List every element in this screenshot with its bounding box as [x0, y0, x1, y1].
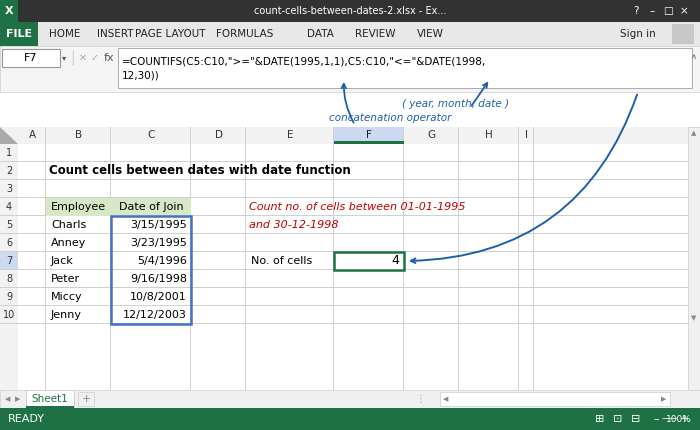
Text: ——: ——: [662, 415, 678, 424]
Text: □: □: [663, 6, 673, 16]
Text: Count no. of cells between 01-01-1995: Count no. of cells between 01-01-1995: [249, 202, 466, 212]
Text: Jack: Jack: [51, 256, 74, 266]
Text: B: B: [75, 130, 82, 141]
Text: 9: 9: [6, 292, 12, 302]
Text: 2: 2: [6, 166, 12, 176]
Text: ▼: ▼: [692, 315, 696, 321]
Text: Peter: Peter: [51, 274, 80, 284]
Text: C: C: [147, 130, 155, 141]
Text: ✕: ✕: [79, 53, 87, 63]
Text: 3: 3: [6, 184, 12, 194]
Text: and 30-12-1998: and 30-12-1998: [249, 220, 339, 230]
Text: INSERT: INSERT: [97, 29, 133, 39]
Text: Date of Join: Date of Join: [119, 202, 183, 212]
Text: No. of cells: No. of cells: [251, 256, 312, 266]
Text: 10: 10: [3, 310, 15, 320]
Text: 8: 8: [6, 274, 12, 284]
Text: Miccy: Miccy: [51, 292, 83, 302]
Text: Count cells between dates with date function: Count cells between dates with date func…: [49, 165, 351, 178]
Text: 1: 1: [6, 148, 12, 158]
Text: –: –: [650, 6, 654, 16]
Text: ⋮: ⋮: [415, 394, 425, 404]
Text: 5/4/1996: 5/4/1996: [137, 256, 187, 266]
Text: ✓: ✓: [91, 53, 99, 63]
Text: X: X: [5, 6, 13, 16]
Text: 6: 6: [6, 238, 12, 248]
Text: ( year, month, date ): ( year, month, date ): [402, 99, 508, 109]
Text: A: A: [29, 130, 36, 141]
Text: VIEW: VIEW: [416, 29, 443, 39]
Text: I: I: [525, 130, 528, 141]
Text: +: +: [679, 414, 689, 424]
Text: –: –: [653, 414, 659, 424]
Text: PAGE LAYOUT: PAGE LAYOUT: [134, 29, 205, 39]
Text: ⊟: ⊟: [631, 414, 640, 424]
Text: |: |: [71, 51, 76, 65]
Text: 3/23/1995: 3/23/1995: [130, 238, 187, 248]
Text: 4: 4: [6, 202, 12, 212]
Text: HOME: HOME: [49, 29, 80, 39]
Text: ×: ×: [680, 6, 688, 16]
Text: =COUNTIFS(C5:C10,">="&DATE(1995,1,1),C5:C10,"<="&DATE(1998,: =COUNTIFS(C5:C10,">="&DATE(1995,1,1),C5:…: [122, 56, 486, 66]
Text: ⊡: ⊡: [613, 414, 623, 424]
Text: F: F: [366, 130, 372, 141]
Text: ◀: ◀: [443, 396, 449, 402]
Text: Jenny: Jenny: [51, 310, 82, 320]
Text: +: +: [81, 394, 91, 404]
Text: 4: 4: [391, 255, 399, 267]
Text: E: E: [287, 130, 293, 141]
Text: 7: 7: [6, 256, 12, 266]
Text: 10/8/2001: 10/8/2001: [130, 292, 187, 302]
Text: ∧: ∧: [691, 52, 697, 61]
Text: F7: F7: [25, 53, 38, 63]
Text: Sign in: Sign in: [620, 29, 656, 39]
Text: H: H: [485, 130, 493, 141]
Text: 5: 5: [6, 220, 12, 230]
Text: READY: READY: [8, 414, 45, 424]
Text: 100%: 100%: [666, 415, 692, 424]
Text: FORMULAS: FORMULAS: [216, 29, 274, 39]
Text: DATA: DATA: [307, 29, 333, 39]
Text: REVIEW: REVIEW: [355, 29, 395, 39]
Text: ⊞: ⊞: [595, 414, 605, 424]
Text: D: D: [214, 130, 223, 141]
Text: ◀: ◀: [6, 396, 10, 402]
Text: fx: fx: [104, 53, 114, 63]
Text: Sheet1: Sheet1: [32, 394, 69, 404]
Text: FILE: FILE: [6, 29, 32, 39]
Text: concatenation operator: concatenation operator: [329, 113, 452, 123]
Text: Employee: Employee: [51, 202, 106, 212]
Text: ?: ?: [634, 6, 638, 16]
Text: ▶: ▶: [662, 396, 666, 402]
Text: G: G: [428, 130, 435, 141]
Text: Anney: Anney: [51, 238, 86, 248]
Text: 3/15/1995: 3/15/1995: [130, 220, 187, 230]
Text: 9/16/1998: 9/16/1998: [130, 274, 187, 284]
Text: 12,30)): 12,30)): [122, 70, 160, 80]
Text: Charls: Charls: [51, 220, 86, 230]
Text: ▾: ▾: [62, 53, 66, 62]
Text: ▶: ▶: [15, 396, 21, 402]
Text: 12/12/2003: 12/12/2003: [123, 310, 187, 320]
Text: count-cells-between-dates-2.xlsx - Ex...: count-cells-between-dates-2.xlsx - Ex...: [254, 6, 446, 16]
Text: ▲: ▲: [692, 130, 696, 136]
